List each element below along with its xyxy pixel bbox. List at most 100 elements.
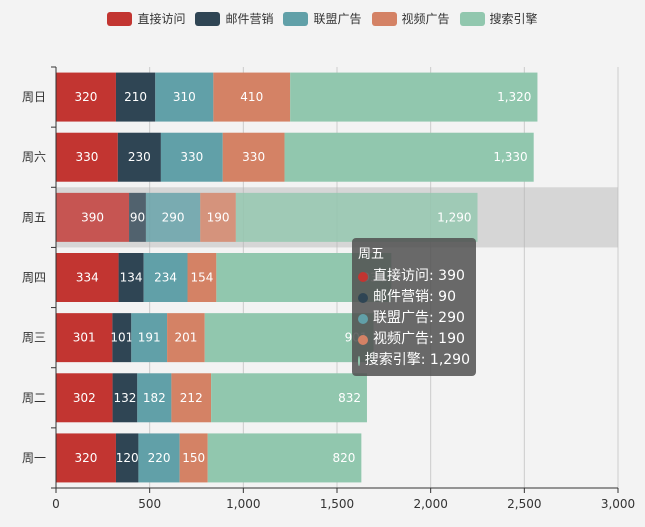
bar-segment (290, 72, 538, 122)
y-tick-label: 周四 (22, 271, 46, 285)
bar-segment (56, 72, 116, 122)
bar-segment (56, 313, 113, 363)
bar-segment (211, 373, 367, 423)
bar-segment (56, 132, 118, 182)
tooltip-title: 周五 (358, 247, 385, 262)
tooltip-dot (358, 334, 368, 345)
bar-segment (56, 433, 116, 483)
data-label: 1,290 (437, 210, 471, 224)
bar-segment (167, 313, 205, 363)
x-tick-label: 0 (52, 497, 60, 511)
tooltip-row: 搜索引擎: 1,290 (358, 350, 470, 371)
data-label: 1,330 (493, 150, 527, 164)
tooltip-dot (358, 313, 368, 324)
data-label: 191 (138, 331, 161, 345)
data-label: 330 (180, 150, 203, 164)
bar-segment (235, 192, 478, 242)
data-label: 190 (207, 210, 230, 224)
y-tick-label: 周二 (22, 391, 46, 405)
data-label: 390 (81, 210, 104, 224)
legend-item-direct[interactable]: 直接访问 (107, 10, 185, 27)
bar-segment (56, 192, 130, 242)
bar-segment (160, 132, 223, 182)
bar-segment (117, 132, 161, 182)
legend-item-search[interactable]: 搜索引擎 (459, 10, 538, 27)
legend-label: 搜索引擎 (489, 12, 538, 26)
bar-segment (179, 433, 208, 483)
data-label: 134 (120, 271, 143, 285)
data-label: 290 (162, 210, 185, 224)
data-label: 320 (75, 451, 98, 465)
bar-segment (115, 72, 156, 122)
data-label: 234 (154, 271, 177, 285)
data-label: 330 (75, 150, 98, 164)
data-label: 150 (182, 451, 205, 465)
bar-segment (155, 72, 214, 122)
bar-segment (118, 253, 144, 302)
data-label: 230 (128, 150, 151, 164)
x-tick-label: 500 (138, 497, 161, 511)
x-tick-label: 1,000 (226, 497, 260, 511)
bar-segment (137, 373, 172, 423)
bar-segment (204, 313, 374, 363)
x-tick-label: 2,000 (413, 497, 447, 511)
bar-segment (56, 253, 119, 302)
tooltip-label: 直接访问: 390 (373, 268, 465, 284)
legend-swatch (459, 11, 485, 26)
bar-segment (129, 192, 146, 242)
data-label: 120 (116, 451, 139, 465)
data-label: 212 (180, 391, 203, 405)
legend-label: 联盟广告 (313, 12, 362, 26)
data-label: 182 (143, 391, 166, 405)
data-label: 1,320 (497, 90, 531, 104)
y-tick-label: 周六 (22, 150, 46, 164)
data-label: 201 (174, 331, 197, 345)
tooltip: 周五 直接访问: 390 邮件营销: 90 联盟广告: 290 视频广告: 19… (352, 238, 476, 376)
bar-segment (112, 373, 138, 423)
data-label: 832 (338, 391, 361, 405)
tooltip-label: 视频广告: 190 (373, 331, 465, 347)
data-label: 210 (124, 90, 147, 104)
tooltip-row: 邮件营销: 90 (358, 287, 470, 308)
bar-segment (207, 433, 362, 483)
bar-segment (115, 433, 139, 483)
tooltip-dot (358, 355, 360, 366)
legend-item-email[interactable]: 邮件营销 (195, 10, 273, 27)
legend-label: 直接访问 (137, 12, 186, 26)
data-label: 132 (113, 391, 136, 405)
legend-swatch (283, 11, 309, 26)
bar-segment (222, 132, 285, 182)
bar-segment (213, 72, 291, 122)
data-label: 410 (240, 90, 263, 104)
tooltip-label: 邮件营销: 90 (373, 289, 456, 305)
legend-label: 邮件营销 (225, 12, 274, 26)
tooltip-label: 联盟广告: 290 (373, 310, 465, 326)
legend-label: 视频广告 (401, 12, 450, 26)
tooltip-row: 联盟广告: 290 (358, 308, 470, 329)
data-label: 320 (75, 90, 98, 104)
data-label: 330 (242, 150, 265, 164)
legend-item-affiliate[interactable]: 联盟广告 (283, 10, 362, 27)
data-label: 220 (148, 451, 171, 465)
bar-segment (143, 253, 188, 302)
data-label: 302 (73, 391, 96, 405)
bar-segment (112, 313, 132, 363)
x-tick-label: 3,000 (601, 497, 635, 511)
legend-swatch (195, 11, 221, 26)
bar-segment (145, 192, 201, 242)
y-tick-label: 周日 (22, 90, 46, 104)
tooltip-dot (358, 271, 368, 282)
bar-segment (187, 253, 217, 302)
legend-swatch (107, 11, 133, 26)
y-tick-label: 周一 (22, 451, 46, 465)
legend-swatch (371, 11, 397, 26)
data-label: 101 (110, 331, 133, 345)
data-label: 301 (73, 331, 96, 345)
tooltip-row: 视频广告: 190 (358, 329, 470, 350)
bar-segment (171, 373, 212, 423)
x-tick-label: 1,500 (320, 497, 354, 511)
legend-item-video[interactable]: 视频广告 (371, 10, 450, 27)
bar-segment (56, 373, 113, 423)
y-tick-label: 周五 (22, 210, 46, 224)
